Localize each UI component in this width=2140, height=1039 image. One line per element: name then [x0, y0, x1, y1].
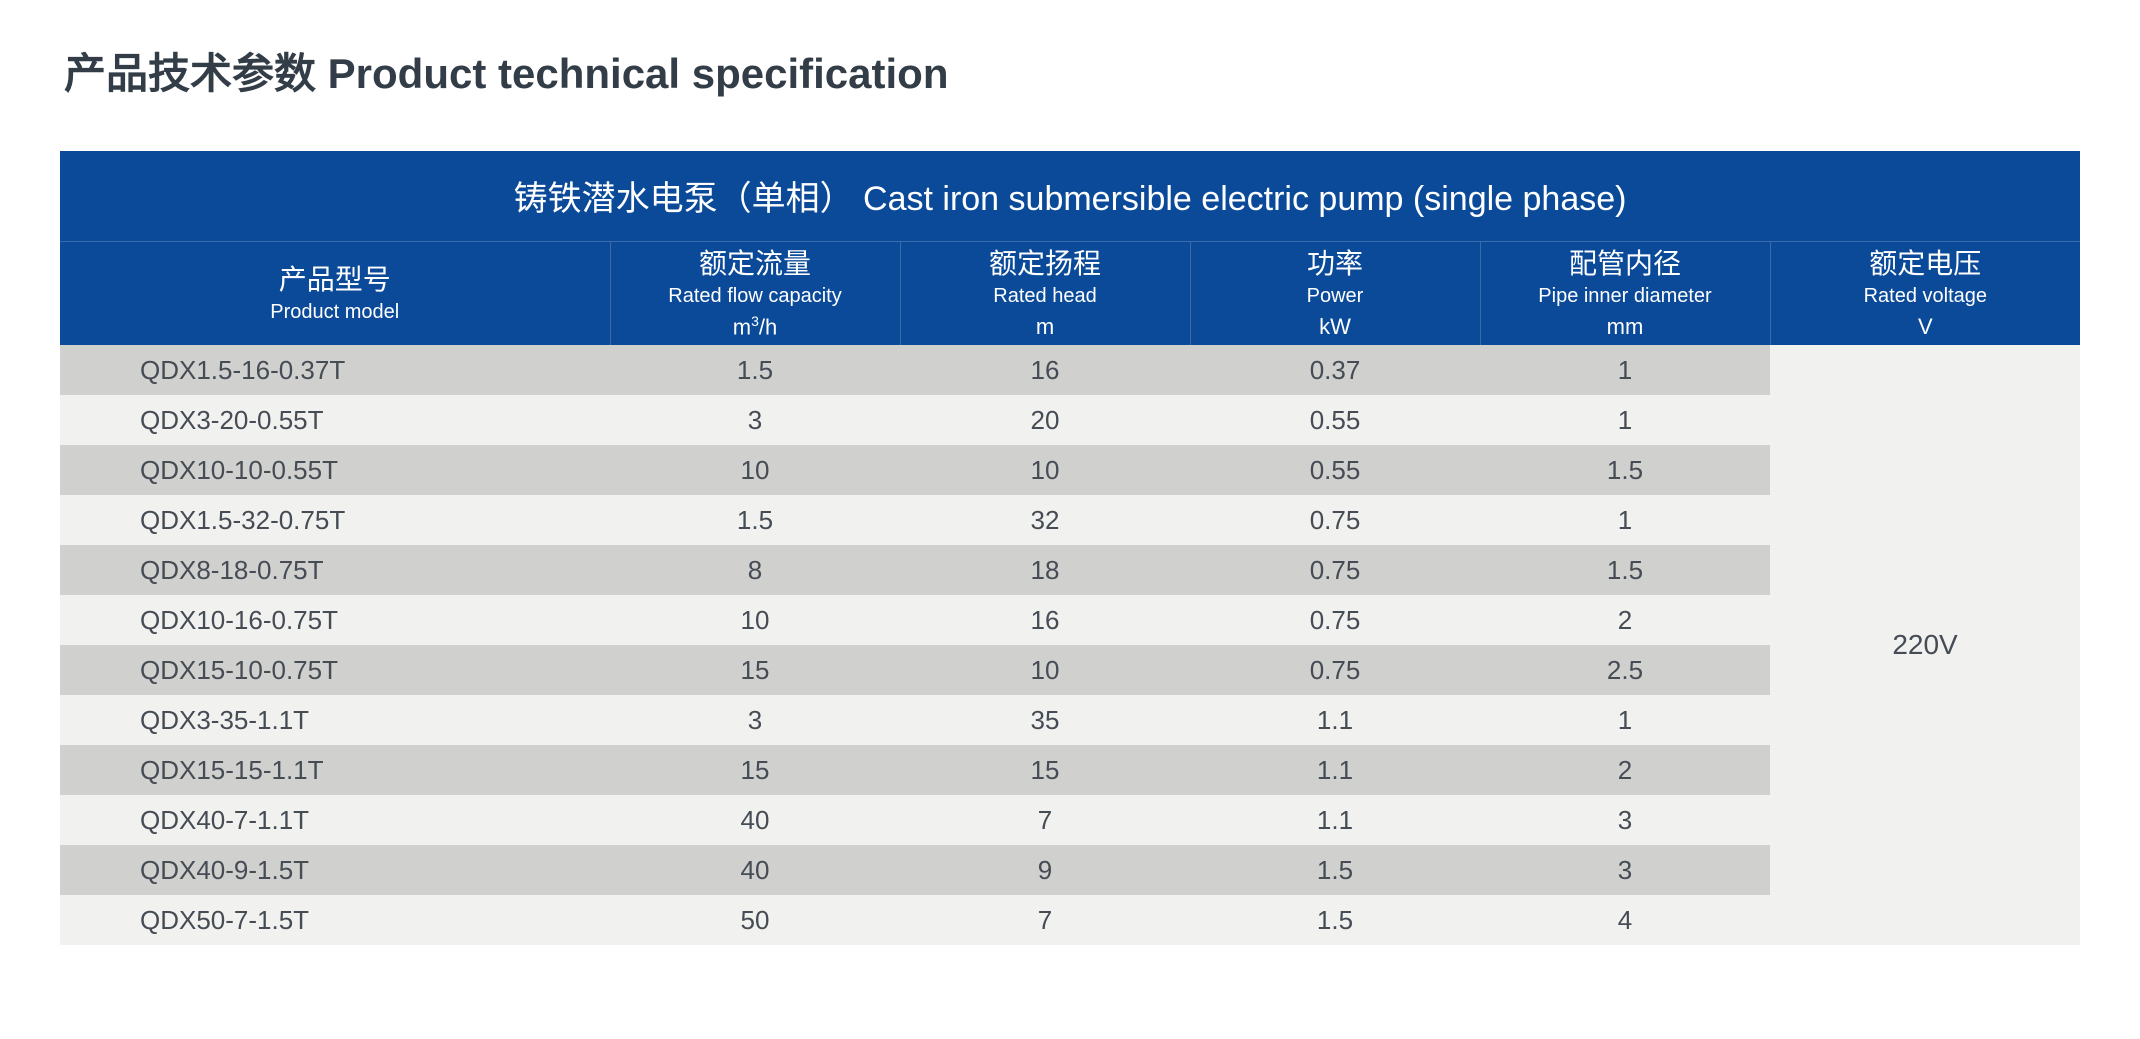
- cell-power: 0.75: [1190, 495, 1480, 545]
- col-header-unit: m3/h: [733, 312, 777, 342]
- cell-power: 1.1: [1190, 695, 1480, 745]
- cell-model: QDX15-10-0.75T: [60, 645, 610, 695]
- cell-head: 16: [900, 595, 1190, 645]
- cell-pipe: 1: [1480, 695, 1770, 745]
- cell-flow: 10: [610, 445, 900, 495]
- cell-pipe: 4: [1480, 895, 1770, 945]
- col-header-5: 额定电压Rated voltageV: [1770, 241, 2080, 345]
- cell-head: 32: [900, 495, 1190, 545]
- cell-flow: 40: [610, 845, 900, 895]
- col-header-en: Power: [1307, 283, 1364, 310]
- cell-power: 0.75: [1190, 645, 1480, 695]
- col-header-en: Product model: [270, 299, 399, 326]
- col-header-cn: 产品型号: [279, 261, 391, 299]
- cell-model: QDX3-35-1.1T: [60, 695, 610, 745]
- cell-flow: 1.5: [610, 345, 900, 395]
- cell-model: QDX15-15-1.1T: [60, 745, 610, 795]
- cell-flow: 50: [610, 895, 900, 945]
- col-header-en: Rated head: [993, 283, 1096, 310]
- col-header-cn: 额定流量: [699, 245, 811, 283]
- cell-power: 0.75: [1190, 545, 1480, 595]
- cell-voltage: 220V: [1770, 345, 2080, 945]
- cell-model: QDX10-16-0.75T: [60, 595, 610, 645]
- col-header-unit: V: [1918, 312, 1933, 342]
- table-banner: 铸铁潜水电泵（单相） Cast iron submersible electri…: [60, 151, 2080, 241]
- cell-flow: 15: [610, 645, 900, 695]
- col-header-0: 产品型号Product model: [60, 241, 610, 345]
- col-header-2: 额定扬程Rated headm: [900, 241, 1190, 345]
- cell-model: QDX1.5-16-0.37T: [60, 345, 610, 395]
- cell-head: 10: [900, 445, 1190, 495]
- col-header-en: Rated flow capacity: [668, 283, 841, 310]
- cell-head: 18: [900, 545, 1190, 595]
- cell-flow: 40: [610, 795, 900, 845]
- cell-flow: 3: [610, 395, 900, 445]
- cell-pipe: 1: [1480, 395, 1770, 445]
- cell-head: 7: [900, 895, 1190, 945]
- cell-power: 0.75: [1190, 595, 1480, 645]
- cell-power: 1.1: [1190, 795, 1480, 845]
- cell-pipe: 2: [1480, 745, 1770, 795]
- cell-power: 1.5: [1190, 895, 1480, 945]
- col-header-unit: m: [1036, 312, 1054, 342]
- cell-power: 0.55: [1190, 445, 1480, 495]
- cell-head: 7: [900, 795, 1190, 845]
- col-header-en: Pipe inner diameter: [1538, 283, 1711, 310]
- cell-power: 0.37: [1190, 345, 1480, 395]
- col-header-1: 额定流量Rated flow capacitym3/h: [610, 241, 900, 345]
- cell-pipe: 1.5: [1480, 545, 1770, 595]
- cell-flow: 8: [610, 545, 900, 595]
- cell-pipe: 3: [1480, 795, 1770, 845]
- col-header-cn: 配管内径: [1569, 245, 1681, 283]
- cell-head: 9: [900, 845, 1190, 895]
- col-header-cn: 功率: [1307, 245, 1363, 283]
- cell-model: QDX1.5-32-0.75T: [60, 495, 610, 545]
- table-banner-row: 铸铁潜水电泵（单相） Cast iron submersible electri…: [60, 151, 2080, 241]
- cell-flow: 3: [610, 695, 900, 745]
- cell-head: 20: [900, 395, 1190, 445]
- table-header-row: 产品型号Product model额定流量Rated flow capacity…: [60, 241, 2080, 345]
- cell-power: 1.1: [1190, 745, 1480, 795]
- cell-head: 10: [900, 645, 1190, 695]
- page: 产品技术参数 Product technical specification 铸…: [0, 0, 2140, 985]
- cell-pipe: 3: [1480, 845, 1770, 895]
- page-title: 产品技术参数 Product technical specification: [64, 40, 2080, 101]
- col-header-en: Rated voltage: [1864, 283, 1987, 310]
- cell-pipe: 1: [1480, 495, 1770, 545]
- col-header-3: 功率PowerkW: [1190, 241, 1480, 345]
- cell-pipe: 2: [1480, 595, 1770, 645]
- cell-power: 1.5: [1190, 845, 1480, 895]
- cell-model: QDX8-18-0.75T: [60, 545, 610, 595]
- col-header-4: 配管内径Pipe inner diametermm: [1480, 241, 1770, 345]
- cell-head: 35: [900, 695, 1190, 745]
- table-row: QDX1.5-16-0.37T1.5160.371220V: [60, 345, 2080, 395]
- spec-table-wrapper: 铸铁潜水电泵（单相） Cast iron submersible electri…: [60, 151, 2080, 945]
- cell-model: QDX40-7-1.1T: [60, 795, 610, 845]
- cell-model: QDX10-10-0.55T: [60, 445, 610, 495]
- cell-model: QDX3-20-0.55T: [60, 395, 610, 445]
- col-header-unit: kW: [1319, 312, 1351, 342]
- cell-pipe: 1.5: [1480, 445, 1770, 495]
- cell-head: 15: [900, 745, 1190, 795]
- col-header-unit: mm: [1607, 312, 1644, 342]
- cell-model: QDX40-9-1.5T: [60, 845, 610, 895]
- col-header-cn: 额定电压: [1869, 245, 1981, 283]
- col-header-cn: 额定扬程: [989, 245, 1101, 283]
- cell-model: QDX50-7-1.5T: [60, 895, 610, 945]
- cell-power: 0.55: [1190, 395, 1480, 445]
- cell-flow: 1.5: [610, 495, 900, 545]
- cell-flow: 15: [610, 745, 900, 795]
- cell-head: 16: [900, 345, 1190, 395]
- cell-pipe: 2.5: [1480, 645, 1770, 695]
- table-body: QDX1.5-16-0.37T1.5160.371220VQDX3-20-0.5…: [60, 345, 2080, 945]
- spec-table: 铸铁潜水电泵（单相） Cast iron submersible electri…: [60, 151, 2080, 945]
- cell-pipe: 1: [1480, 345, 1770, 395]
- cell-flow: 10: [610, 595, 900, 645]
